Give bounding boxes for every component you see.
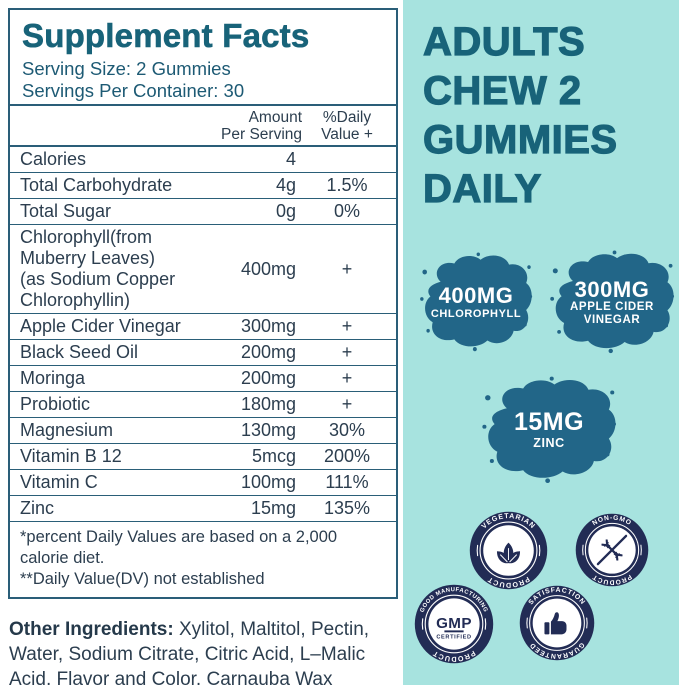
table-row: Total Sugar 0g 0% xyxy=(10,199,396,225)
vegetarian-product-seal: VEGETARIAN PRODUCT xyxy=(469,511,548,590)
apple-cider-vinegar-splash-badge: 300MG APPLE CIDER VINEGAR xyxy=(549,248,675,356)
dna-crossed-icon xyxy=(596,534,628,566)
chlorophyll-splash-badge: 400MG CHLOROPHYLL xyxy=(419,250,533,354)
table-row: Chlorophyll(from Muberry Leaves) (as Sod… xyxy=(10,225,396,314)
zinc-splash-badge: 15MG ZINC xyxy=(481,374,617,486)
table-row: Vitamin B 12 5mcg 200% xyxy=(10,444,396,470)
table-row: Vitamin C 100mg 111% xyxy=(10,470,396,496)
dosage-heading: ADULTS CHEW 2 GUMMIES DAILY xyxy=(422,19,618,211)
thumbs-up-icon xyxy=(544,612,567,635)
table-row: Moringa 200mg + xyxy=(10,366,396,392)
table-column-headers: Amount Per Serving %Daily Value + xyxy=(10,106,396,147)
facts-panel: Supplement Facts Serving Size: 2 Gummies… xyxy=(8,8,398,685)
splash-amount: 400MG xyxy=(438,282,514,308)
gmp-text: GMP xyxy=(436,615,472,632)
other-ingredients: Other Ingredients: Xylitol, Maltitol, Pe… xyxy=(9,619,370,685)
brush-splash-icon xyxy=(550,250,675,354)
table-row: Apple Cider Vinegar 300mg + xyxy=(10,314,396,340)
serving-size: Serving Size: 2 Gummies xyxy=(22,58,231,79)
gmp-certified-seal: GOOD MANUFACTURING PRODUCT GMP CERTIFIED xyxy=(414,584,494,664)
brush-splash-icon xyxy=(420,252,533,352)
splash-amount: 300MG xyxy=(574,276,650,302)
footnote-dv-not-established: **Daily Value(DV) not established xyxy=(20,570,265,588)
footnote-daily-values: *percent Daily Values are based on a 2,0… xyxy=(20,528,338,567)
splash-label: VINEGAR xyxy=(583,313,641,326)
brush-splash-icon xyxy=(482,376,616,484)
table-row: Probiotic 180mg + xyxy=(10,392,396,418)
servings-per-container: Servings Per Container: 30 xyxy=(22,80,245,101)
table-row: Black Seed Oil 200mg + xyxy=(10,340,396,366)
table-row: Magnesium 130mg 30% xyxy=(10,418,396,444)
table-row: Zinc 15mg 135% xyxy=(10,496,396,522)
splash-label: APPLE CIDER xyxy=(570,300,654,313)
daily-value-column-header: %Daily Value + xyxy=(321,109,373,143)
marketing-panel: ADULTS CHEW 2 GUMMIES DAILY 400MG CHLORO… xyxy=(403,0,679,685)
non-gmo-product-seal: NON-GMO PRODUCT xyxy=(575,513,649,587)
supplement-facts-box: Supplement Facts Serving Size: 2 Gummies… xyxy=(8,8,398,599)
certified-text: CERTIFIED xyxy=(436,634,471,640)
amount-column-header: Amount Per Serving xyxy=(221,109,302,143)
gmp-divider-bar xyxy=(444,630,464,633)
table-row: Total Carbohydrate 4g 1.5% xyxy=(10,173,396,199)
splash-label: CHLOROPHYLL xyxy=(430,307,522,320)
supplement-facts-title: Supplement Facts xyxy=(22,17,310,54)
facts-header: Supplement Facts Serving Size: 2 Gummies… xyxy=(10,10,396,106)
splash-amount: 15MG xyxy=(513,408,585,436)
satisfaction-guaranteed-seal: SATISFACTION GUARANTEED xyxy=(519,585,595,661)
other-ingredients-label: Other Ingredients: xyxy=(9,619,174,640)
table-row: Calories 4 xyxy=(10,147,396,173)
leaves-icon xyxy=(496,542,521,564)
splash-label: ZINC xyxy=(533,436,565,450)
footnotes: *percent Daily Values are based on a 2,0… xyxy=(10,522,396,597)
